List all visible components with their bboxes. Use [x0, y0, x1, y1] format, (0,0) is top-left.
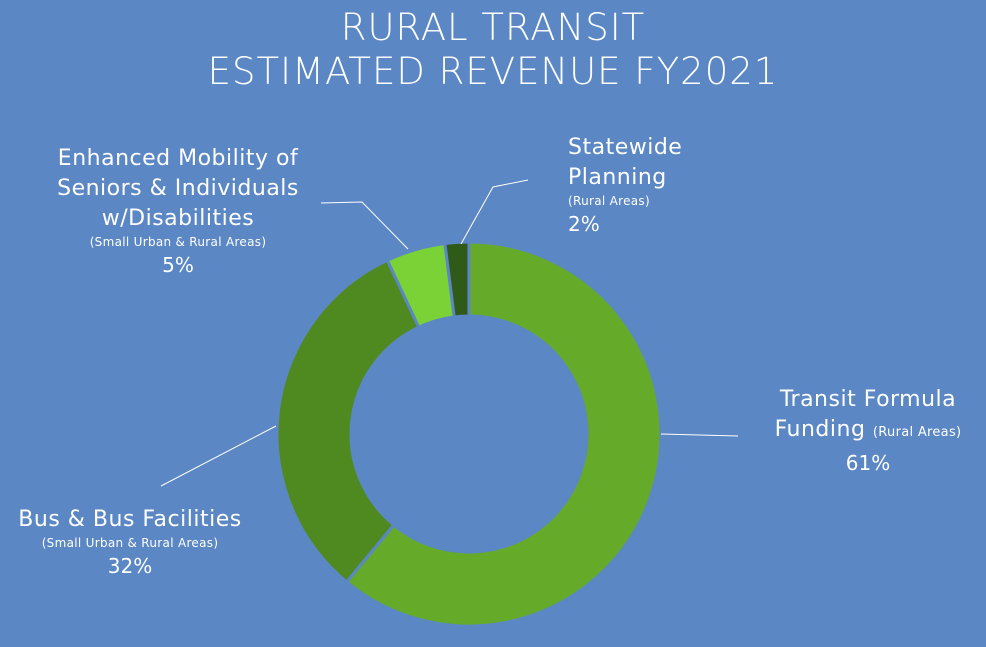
label-bus-pct: 32% — [107, 554, 153, 578]
leader-line-transit — [660, 433, 739, 437]
chart-title: RURAL TRANSIT ESTIMATED REVENUE FY2021 — [0, 6, 986, 94]
label-enhanced-mobility: Enhanced Mobility of Seniors & Individua… — [28, 144, 328, 280]
leader-lines — [160, 179, 739, 487]
chart-title-line1: RURAL TRANSIT — [340, 6, 646, 49]
label-planning-line2: Planning — [568, 165, 667, 190]
label-mobility-note: (Small Urban & Rural Areas) — [89, 235, 267, 249]
label-transit-pct: 61% — [845, 451, 891, 475]
label-planning-pct: 2% — [568, 212, 600, 236]
label-transit-formula: Transit Formula Funding (Rural Areas) 61… — [750, 385, 986, 478]
label-planning-note: (Rural Areas) — [568, 194, 650, 208]
donut-slice-transit-formula-funding — [344, 240, 663, 628]
leader-line-mobility — [320, 201, 409, 250]
donut-slice-statewide-planning — [443, 240, 471, 319]
donut-slice-bus-bus-facilities — [275, 258, 421, 585]
label-mobility-line2: Seniors & Individuals — [57, 176, 299, 201]
chart-title-line2: ESTIMATED REVENUE FY2021 — [207, 50, 779, 93]
label-planning-line1: Statewide — [568, 135, 683, 160]
label-transit-line2: Funding — [774, 417, 866, 442]
label-transit-note: (Rural Areas) — [872, 425, 962, 440]
label-mobility-line1: Enhanced Mobility of — [57, 146, 299, 171]
label-bus-line1: Bus & Bus Facilities — [18, 507, 242, 532]
label-bus-facilities: Bus & Bus Facilities (Small Urban & Rura… — [0, 505, 260, 581]
label-statewide-planning: Statewide Planning (Rural Areas) 2% — [568, 133, 728, 239]
label-transit-line1: Transit Formula — [779, 387, 957, 412]
donut-slices — [275, 240, 663, 628]
label-mobility-line3: w/Disabilities — [101, 206, 255, 231]
leader-line-bus — [160, 425, 277, 487]
label-transit-line2-row: Funding (Rural Areas) — [750, 415, 986, 448]
label-mobility-pct: 5% — [162, 253, 194, 277]
leader-line-planning — [460, 179, 529, 245]
label-bus-note: (Small Urban & Rural Areas) — [41, 536, 219, 550]
